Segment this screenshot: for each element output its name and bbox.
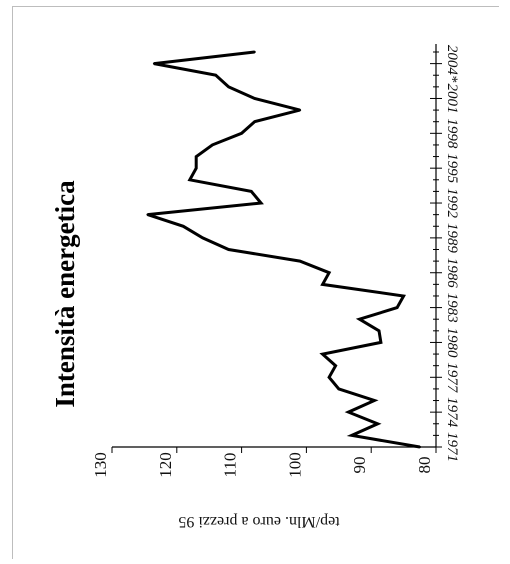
data-point bbox=[418, 445, 421, 449]
year-tick-label: 1971 bbox=[444, 432, 460, 462]
year-tick-label: 1992 bbox=[444, 188, 460, 219]
data-point bbox=[347, 410, 350, 414]
data-point bbox=[227, 85, 230, 89]
year-tick-label: 1998 bbox=[444, 118, 460, 149]
data-point bbox=[350, 434, 353, 437]
data-point bbox=[321, 283, 324, 286]
data-point bbox=[227, 248, 230, 251]
axes bbox=[112, 44, 437, 448]
data-point bbox=[379, 341, 383, 344]
year-tick-label: 1980 bbox=[444, 327, 460, 358]
data-point bbox=[195, 166, 198, 170]
data-point bbox=[201, 236, 204, 240]
data-point bbox=[298, 108, 302, 112]
data-point bbox=[373, 399, 376, 402]
data-point bbox=[358, 318, 361, 321]
year-tick-label: 1989 bbox=[444, 223, 460, 254]
data-point bbox=[182, 225, 185, 228]
data-point bbox=[253, 120, 256, 123]
chart-title: Intensità energetica bbox=[50, 180, 80, 408]
data-point bbox=[240, 132, 243, 135]
data-point bbox=[334, 364, 337, 367]
y-axis-label: tep/Mln. euro a prezzi 95 bbox=[178, 513, 339, 530]
data-point bbox=[146, 213, 149, 216]
value-ticks: 80 90 100 110 120 130 bbox=[91, 447, 437, 478]
data-point bbox=[250, 190, 253, 193]
series-line bbox=[147, 50, 421, 449]
data-point bbox=[321, 352, 324, 356]
chart-frame bbox=[12, 6, 499, 559]
data-point bbox=[253, 50, 256, 54]
year-tick-label: 1974 bbox=[444, 397, 460, 428]
year-tick-label: 1986 bbox=[444, 258, 460, 289]
year-tick-label: 2004* bbox=[444, 45, 460, 83]
value-tick-label: 80 bbox=[415, 457, 434, 474]
year-tick-label: 1995 bbox=[444, 153, 460, 184]
data-point bbox=[214, 74, 217, 77]
data-point bbox=[259, 201, 263, 205]
data-point bbox=[188, 178, 191, 181]
data-point bbox=[298, 259, 302, 263]
value-tick-label: 110 bbox=[221, 453, 240, 478]
data-point bbox=[327, 271, 331, 274]
value-tick-label: 90 bbox=[350, 457, 369, 474]
year-tick-label: 1977 bbox=[444, 362, 460, 394]
data-point bbox=[253, 97, 256, 100]
year-tick-label: 2001 bbox=[444, 83, 460, 113]
data-point bbox=[377, 329, 381, 333]
value-tick-label: 120 bbox=[156, 452, 175, 478]
data-point bbox=[402, 294, 405, 298]
data-point bbox=[211, 143, 214, 147]
value-tick-label: 100 bbox=[285, 452, 304, 478]
data-point bbox=[195, 155, 198, 158]
data-point bbox=[395, 306, 399, 309]
data-point bbox=[337, 387, 340, 391]
value-tick-label: 130 bbox=[91, 452, 110, 478]
year-ticks: 1971 1974 1977 1980 1983 1986 1989 1992 1995 1998… bbox=[430, 45, 460, 462]
series-layer bbox=[146, 50, 421, 449]
data-point bbox=[152, 62, 156, 65]
data-point bbox=[376, 422, 379, 425]
year-tick-label: 1983 bbox=[444, 293, 460, 323]
data-point bbox=[327, 376, 331, 379]
